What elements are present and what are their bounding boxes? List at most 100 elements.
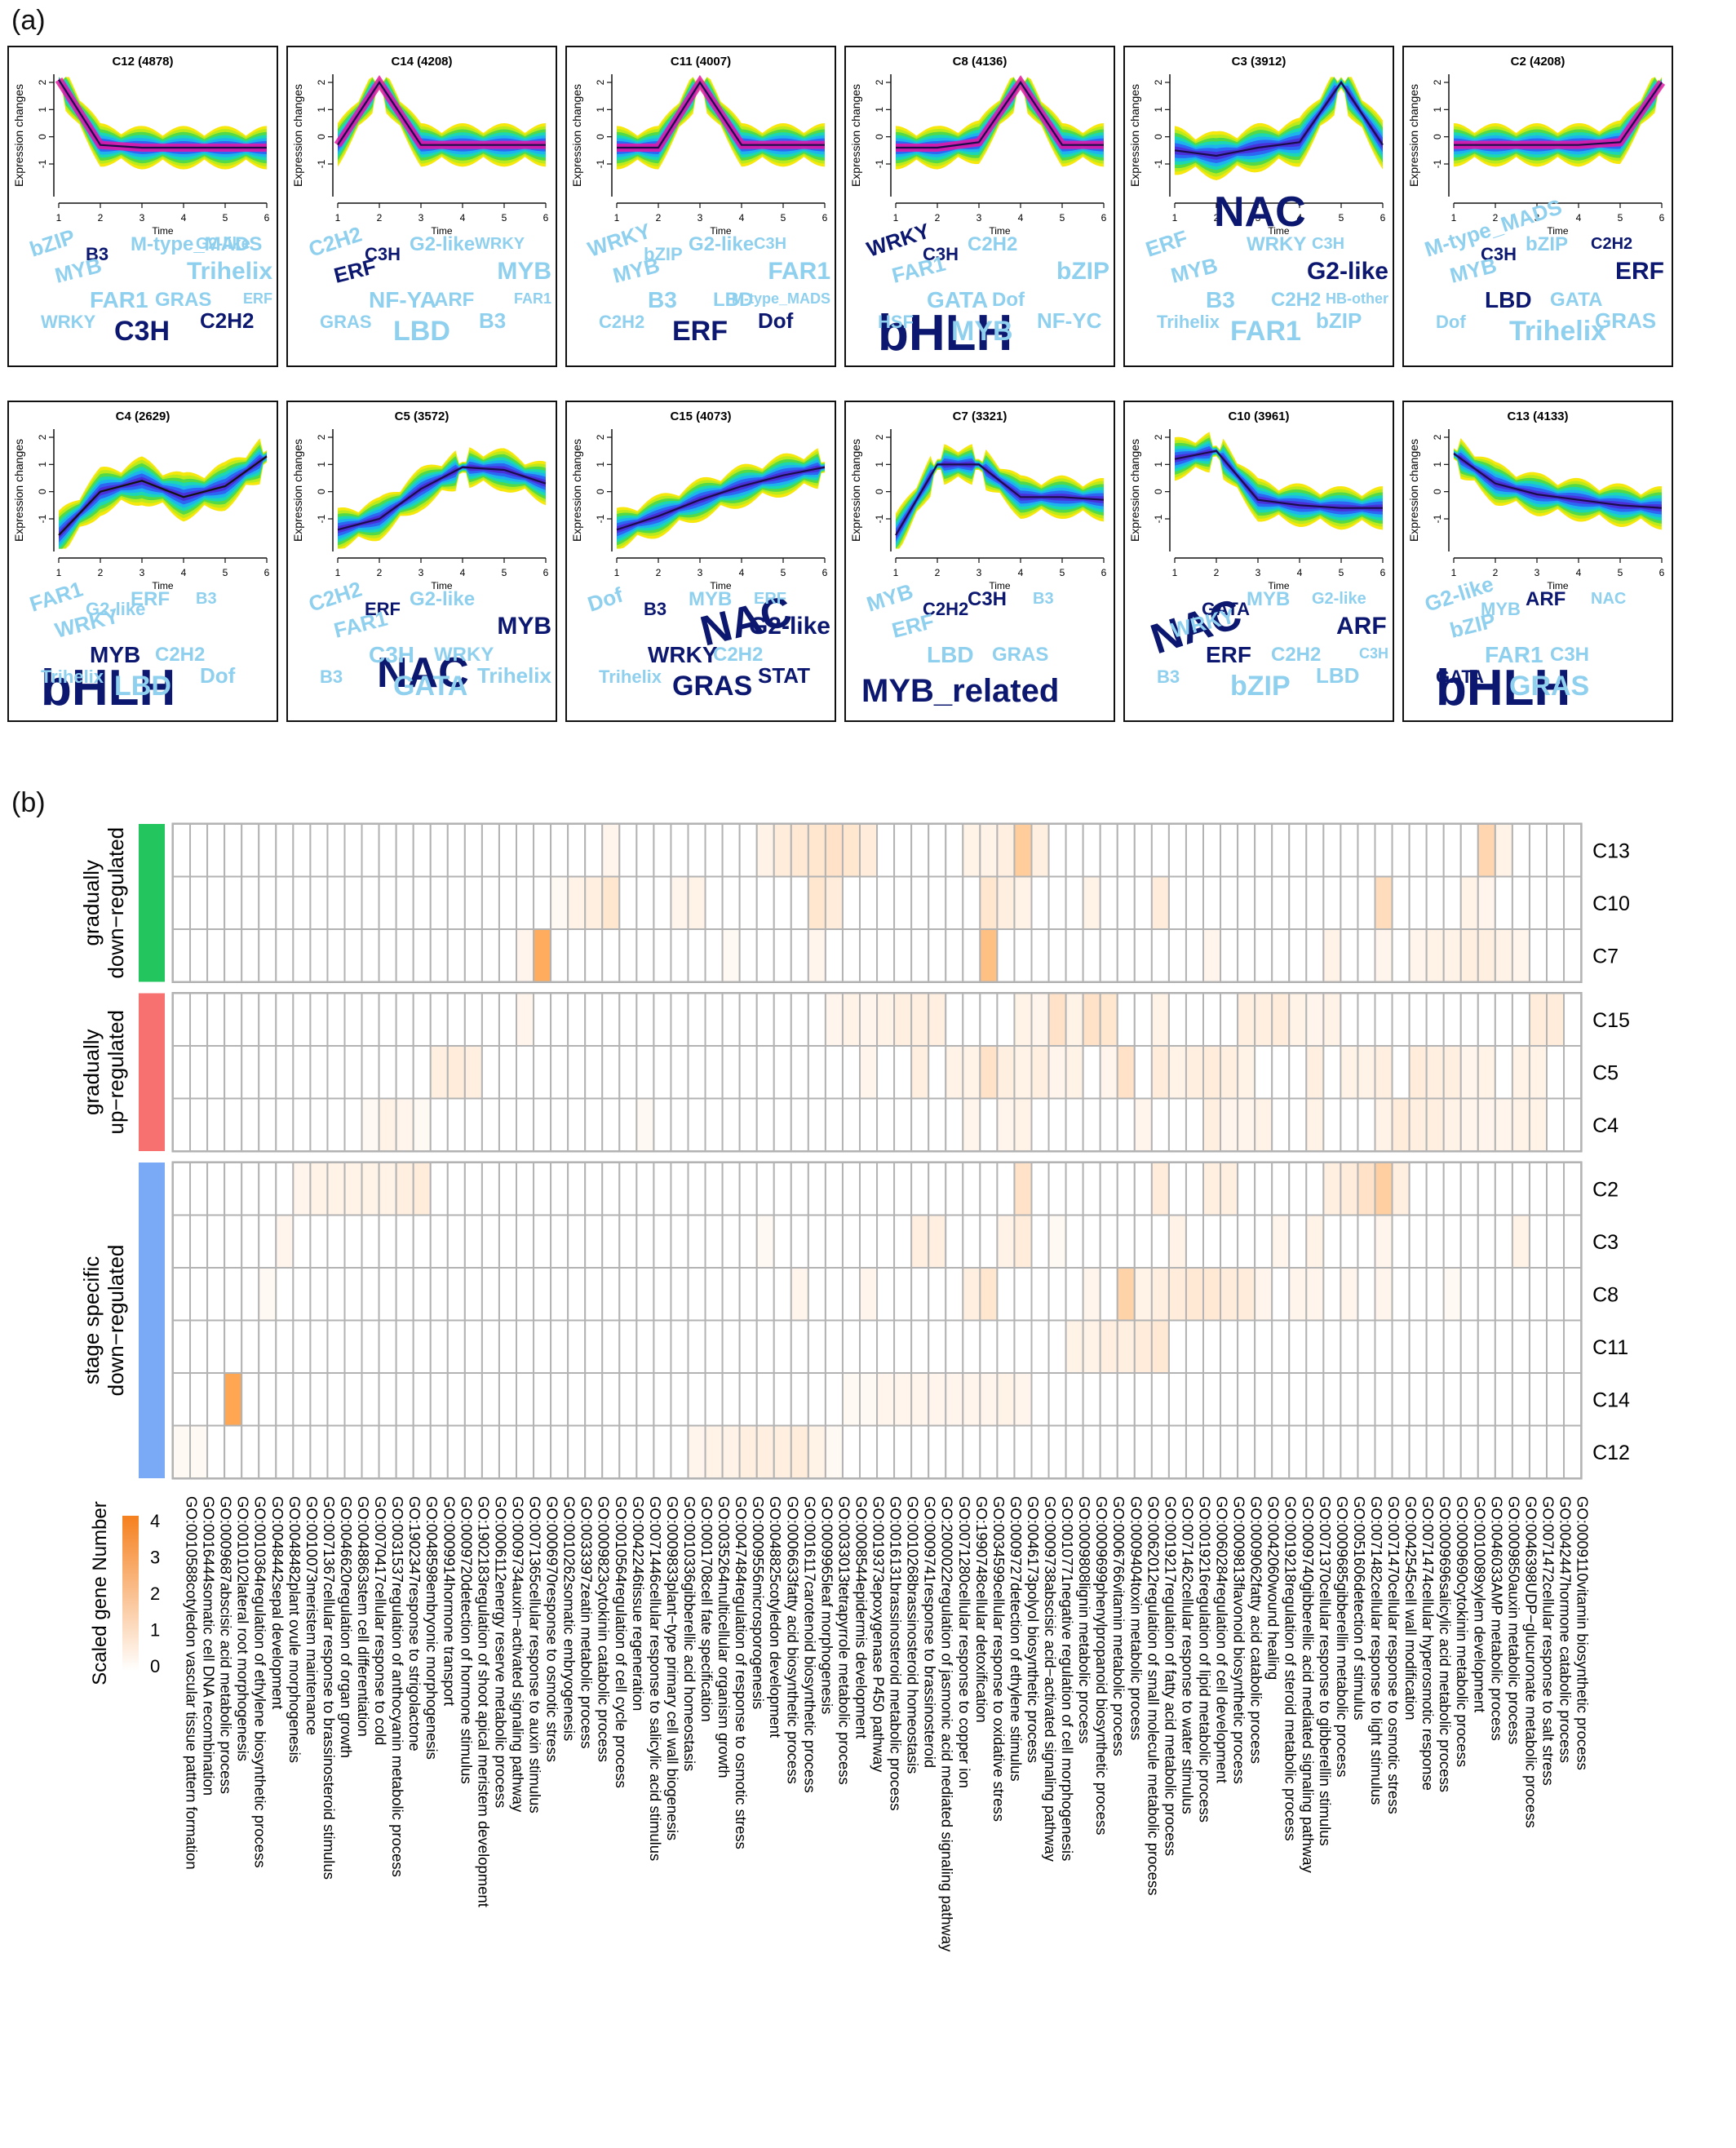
x-tick-label: 5 — [502, 212, 507, 224]
heatmap-cell — [550, 823, 569, 878]
heatmap-cell — [1133, 1267, 1153, 1322]
heatmap-cell — [601, 875, 621, 930]
heatmap-cell — [1030, 1045, 1050, 1100]
column-label: GO:0010089xylem development — [1471, 1496, 1488, 1712]
y-tick-label: 0 — [316, 489, 327, 494]
heatmap-cell — [1116, 1372, 1136, 1427]
heatmap-cell — [326, 1214, 346, 1269]
heatmap-cell — [910, 875, 930, 930]
heatmap-cell — [601, 1424, 621, 1479]
heatmap-cell — [704, 1045, 724, 1100]
heatmap-cell — [807, 1372, 826, 1427]
column-label: GO:0009720detection of hormone stimulus — [458, 1496, 475, 1784]
heatmap-cell — [395, 992, 414, 1047]
heatmap-cell — [1150, 1214, 1170, 1269]
heatmap-cell — [807, 1097, 826, 1152]
heatmap-cell — [687, 1045, 706, 1100]
heatmap-cell — [1013, 1267, 1033, 1322]
heatmap-cell — [275, 1097, 294, 1152]
heatmap-cell — [533, 875, 552, 930]
heatmap-cell — [601, 992, 621, 1047]
heatmap-cell — [1391, 1319, 1410, 1374]
heatmap-cell — [893, 1424, 913, 1479]
heatmap-cell — [1322, 1162, 1342, 1216]
tf-word: WRKY — [648, 642, 718, 667]
heatmap-cell — [1477, 1267, 1496, 1322]
x-tick-label: 2 — [98, 567, 104, 578]
heatmap-cell — [755, 1097, 775, 1152]
heatmap-cell — [224, 992, 243, 1047]
profile-band — [1175, 449, 1383, 512]
x-axis-label: Time — [1268, 580, 1290, 591]
tf-word: C3H — [114, 316, 170, 347]
heatmap-cell — [1391, 823, 1410, 878]
heatmap-cell — [275, 992, 294, 1047]
tf-word: C2H2 — [155, 644, 205, 666]
tf-word: B3 — [1206, 287, 1235, 312]
heatmap-cell — [550, 1267, 569, 1322]
heatmap-cell — [224, 1214, 243, 1269]
heatmap-cell — [189, 1372, 209, 1427]
heatmap-cell — [1271, 1214, 1291, 1269]
heatmap-cell — [928, 875, 947, 930]
heatmap-cell — [1322, 992, 1342, 1047]
heatmap-cell — [670, 1424, 689, 1479]
heatmap-cell — [859, 1097, 879, 1152]
x-tick-label: 4 — [1018, 567, 1024, 578]
heatmap-cell — [721, 1097, 741, 1152]
heatmap-cell — [636, 1097, 655, 1152]
column-label: GO:0010364regulation of ethylene biosynt… — [252, 1496, 269, 1868]
heatmap-cell — [1477, 1424, 1496, 1479]
heatmap-cell — [480, 1214, 500, 1269]
tf-word: MYB_related — [861, 673, 1059, 709]
heatmap-cell — [1237, 1319, 1256, 1374]
heatmap-cell — [1459, 1372, 1479, 1427]
heatmap-cell — [275, 1372, 294, 1427]
column-label: GO:0010771negative regulation of cell mo… — [1059, 1496, 1076, 1861]
cluster-title: C2 (4208) — [1511, 55, 1566, 69]
heatmap-cell — [533, 1214, 552, 1269]
x-tick-label: 4 — [1576, 212, 1582, 224]
mean-profile-line — [337, 81, 546, 146]
heatmap-cell — [979, 1424, 999, 1479]
column-label: GO:0009833plant−type primary cell wall b… — [664, 1496, 681, 1840]
heatmap-cell — [206, 928, 226, 983]
cluster-title: C8 (4136) — [953, 55, 1008, 69]
heatmap-cell — [1357, 875, 1376, 930]
heatmap-cell — [928, 1267, 947, 1322]
x-axis-label: Time — [989, 580, 1011, 591]
heatmap-cell — [773, 875, 792, 930]
heatmap-cell — [670, 1045, 689, 1100]
y-axis-label: Expression changes — [1407, 439, 1420, 542]
heatmap-cell — [1442, 1424, 1462, 1479]
heatmap-cell — [1459, 1097, 1479, 1152]
row-label-C12: C12 — [1592, 1442, 1630, 1464]
heatmap-cell — [807, 1162, 826, 1216]
heatmap-cell — [412, 1045, 432, 1100]
tf-word: C2H2 — [713, 644, 763, 666]
heatmap-cell — [241, 823, 260, 878]
group-color-bar — [139, 824, 165, 982]
heatmap-cell — [1116, 1045, 1136, 1100]
heatmap-cell — [1150, 1424, 1170, 1479]
heatmap-cell — [928, 1372, 947, 1427]
x-tick-label: 6 — [543, 212, 549, 224]
heatmap-cell — [1185, 992, 1204, 1047]
heatmap-cell — [275, 1267, 294, 1322]
heatmap-cell — [292, 1097, 312, 1152]
heatmap-cell — [1202, 1214, 1222, 1269]
x-tick-label: 5 — [1339, 212, 1344, 224]
heatmap-cell — [790, 1372, 809, 1427]
heatmap-cell — [1408, 1162, 1428, 1216]
heatmap-cell — [1133, 1319, 1153, 1374]
row-label-C2: C2 — [1592, 1178, 1619, 1201]
heatmap-cell — [824, 1214, 844, 1269]
heatmap-cell — [189, 1162, 209, 1216]
heatmap-cell — [533, 1162, 552, 1216]
heatmap-cell — [962, 823, 981, 878]
heatmap-cell — [738, 1372, 758, 1427]
heatmap-cell — [567, 928, 587, 983]
heatmap-cell — [755, 928, 775, 983]
heatmap-cell — [206, 1214, 226, 1269]
scale-tick-label: 0 — [150, 1656, 160, 1676]
